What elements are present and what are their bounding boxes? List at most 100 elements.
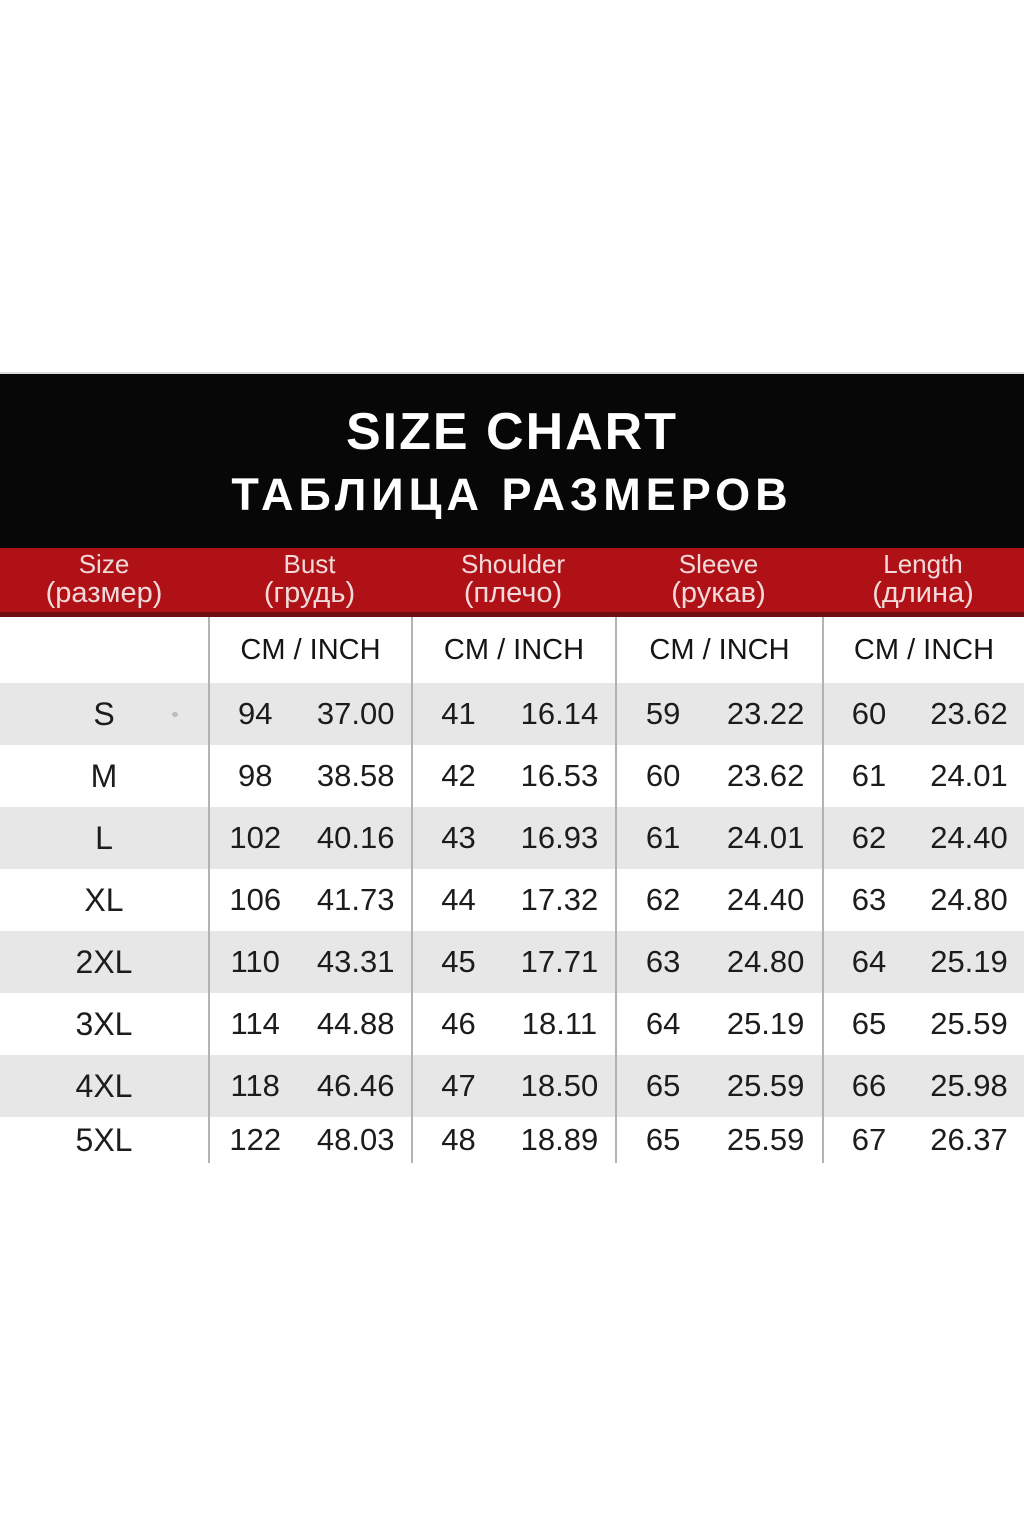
length-cell: 65 25.59 bbox=[822, 993, 1024, 1055]
sleeve-inch-value: 23.62 bbox=[726, 758, 805, 793]
bust-inch-value: 38.58 bbox=[316, 758, 395, 793]
length-inch-value: 24.80 bbox=[930, 882, 1008, 917]
table-row: L 102 40.16 43 16.93 61 24.01 62 24.40 bbox=[0, 807, 1024, 869]
length-inch-value: 25.98 bbox=[930, 1068, 1008, 1103]
length-inch-value: 24.40 bbox=[930, 820, 1008, 855]
sleeve-cell: 65 25.59 bbox=[615, 1055, 822, 1117]
bust-cell: 118 46.46 bbox=[208, 1055, 411, 1117]
bust-cm-value: 94 bbox=[237, 696, 273, 731]
bust-cm-value: 122 bbox=[229, 1122, 282, 1157]
bust-cm-value: 106 bbox=[229, 882, 282, 917]
size-cell: S bbox=[0, 683, 208, 745]
column-header-en: Bust bbox=[283, 549, 336, 580]
length-inch-value: 25.59 bbox=[930, 1006, 1008, 1041]
sleeve-cm-value: 63 bbox=[645, 944, 681, 979]
bust-inch-value: 44.88 bbox=[316, 1006, 395, 1041]
length-cell: 60 23.62 bbox=[822, 683, 1024, 745]
table-row: 2XL 110 43.31 45 17.71 63 24.80 64 25.19 bbox=[0, 931, 1024, 993]
shoulder-cm-value: 41 bbox=[441, 696, 476, 731]
page-title-russian: ТАБЛИЦА РАЗМЕРОВ bbox=[231, 468, 793, 520]
sleeve-cm-value: 65 bbox=[645, 1068, 681, 1103]
sleeve-cell: 62 24.40 bbox=[615, 869, 822, 931]
table-body: S 94 37.00 41 16.14 59 23.22 60 23.62 M … bbox=[0, 683, 1024, 1163]
length-cm-value: 63 bbox=[851, 882, 887, 917]
sleeve-inch-value: 25.59 bbox=[726, 1068, 805, 1103]
shoulder-cm-value: 43 bbox=[441, 820, 476, 855]
size-label: 2XL bbox=[75, 943, 133, 980]
bust-cell: 102 40.16 bbox=[208, 807, 411, 869]
length-inch-value: 24.01 bbox=[930, 758, 1008, 793]
length-inch-value: 23.62 bbox=[930, 696, 1008, 731]
bust-cm-value: 102 bbox=[229, 820, 282, 855]
column-header-en: Shoulder bbox=[460, 549, 566, 580]
shoulder-cm-value: 45 bbox=[441, 944, 476, 979]
shoulder-cm-value: 46 bbox=[441, 1006, 476, 1041]
bust-cm-value: 118 bbox=[230, 1068, 280, 1103]
column-header-en: Sleeve bbox=[678, 549, 759, 580]
bust-cell: 98 38.58 bbox=[208, 745, 411, 807]
size-cell: 3XL bbox=[0, 993, 208, 1055]
shoulder-inch-value: 18.50 bbox=[520, 1068, 599, 1103]
length-cm-value: 66 bbox=[851, 1068, 887, 1103]
sleeve-cell: 61 24.01 bbox=[615, 807, 822, 869]
size-cell: XL bbox=[0, 869, 208, 931]
length-inch-value: 25.19 bbox=[930, 944, 1008, 979]
shoulder-cell: 47 18.50 bbox=[411, 1055, 615, 1117]
bust-inch-value: 46.46 bbox=[316, 1068, 395, 1103]
size-label: S bbox=[93, 695, 115, 732]
units-cell-shoulder: CM / INCH bbox=[411, 617, 615, 683]
sleeve-inch-value: 24.80 bbox=[726, 944, 805, 979]
length-cm-value: 60 bbox=[851, 696, 887, 731]
shoulder-cell: 46 18.11 bbox=[411, 993, 615, 1055]
sleeve-cm-value: 62 bbox=[645, 882, 681, 917]
size-label: 4XL bbox=[75, 1067, 133, 1104]
shoulder-cm-value: 47 bbox=[441, 1068, 476, 1103]
length-cell: 64 25.19 bbox=[822, 931, 1024, 993]
bust-cm-value: 114 bbox=[230, 1006, 280, 1041]
column-header-ru: (рукав) bbox=[671, 577, 766, 610]
column-header-en: Length bbox=[883, 549, 963, 580]
bust-cell: 110 43.31 bbox=[208, 931, 411, 993]
bust-inch-value: 37.00 bbox=[316, 696, 395, 731]
sleeve-cell: 60 23.62 bbox=[615, 745, 822, 807]
units-cell-length: CM / INCH bbox=[822, 617, 1024, 683]
sleeve-cm-value: 60 bbox=[645, 758, 681, 793]
bust-cell: 122 48.03 bbox=[208, 1117, 411, 1163]
sleeve-inch-value: 24.40 bbox=[726, 882, 805, 917]
length-cm-value: 65 bbox=[851, 1006, 887, 1041]
length-inch-value: 26.37 bbox=[930, 1122, 1008, 1157]
shoulder-inch-value: 18.89 bbox=[520, 1122, 599, 1157]
shoulder-inch-value: 16.93 bbox=[520, 820, 599, 855]
column-header-ru: (плечо) bbox=[463, 577, 563, 610]
length-cm-value: 61 bbox=[851, 758, 887, 793]
length-cell: 67 26.37 bbox=[822, 1117, 1024, 1163]
column-header-sleeve: Sleeve (рукав) bbox=[615, 548, 822, 612]
bust-cm-value: 98 bbox=[237, 758, 273, 793]
table-row: 4XL 118 46.46 47 18.50 65 25.59 66 25.98 bbox=[0, 1055, 1024, 1117]
column-header-en: Size bbox=[78, 549, 130, 580]
sleeve-cell: 59 23.22 bbox=[615, 683, 822, 745]
shoulder-cm-value: 44 bbox=[441, 882, 476, 917]
units-cell-sleeve: CM / INCH bbox=[615, 617, 822, 683]
sleeve-cm-value: 59 bbox=[645, 696, 681, 731]
size-label: XL bbox=[84, 881, 124, 918]
shoulder-cell: 42 16.53 bbox=[411, 745, 615, 807]
size-label: 5XL bbox=[75, 1121, 133, 1158]
shoulder-inch-value: 16.53 bbox=[520, 758, 599, 793]
table-row: 3XL 114 44.88 46 18.11 64 25.19 65 25.59 bbox=[0, 993, 1024, 1055]
size-table: CM / INCH CM / INCH CM / INCH CM / INCH … bbox=[0, 617, 1024, 1163]
sleeve-cm-value: 64 bbox=[645, 1006, 681, 1041]
bust-inch-value: 41.73 bbox=[316, 882, 395, 917]
shoulder-cell: 43 16.93 bbox=[411, 807, 615, 869]
shoulder-inch-value: 16.14 bbox=[520, 696, 599, 731]
sleeve-inch-value: 25.59 bbox=[726, 1122, 805, 1157]
table-row: 5XL 122 48.03 48 18.89 65 25.59 67 26.37 bbox=[0, 1117, 1024, 1163]
length-cell: 61 24.01 bbox=[822, 745, 1024, 807]
length-cell: 63 24.80 bbox=[822, 869, 1024, 931]
bust-inch-value: 48.03 bbox=[316, 1122, 395, 1157]
photo-speck-artifact bbox=[172, 712, 178, 717]
shoulder-cm-value: 48 bbox=[441, 1122, 476, 1157]
size-label: 3XL bbox=[75, 1005, 133, 1042]
bust-inch-value: 40.16 bbox=[316, 820, 395, 855]
column-header-bust: Bust (грудь) bbox=[208, 548, 411, 612]
